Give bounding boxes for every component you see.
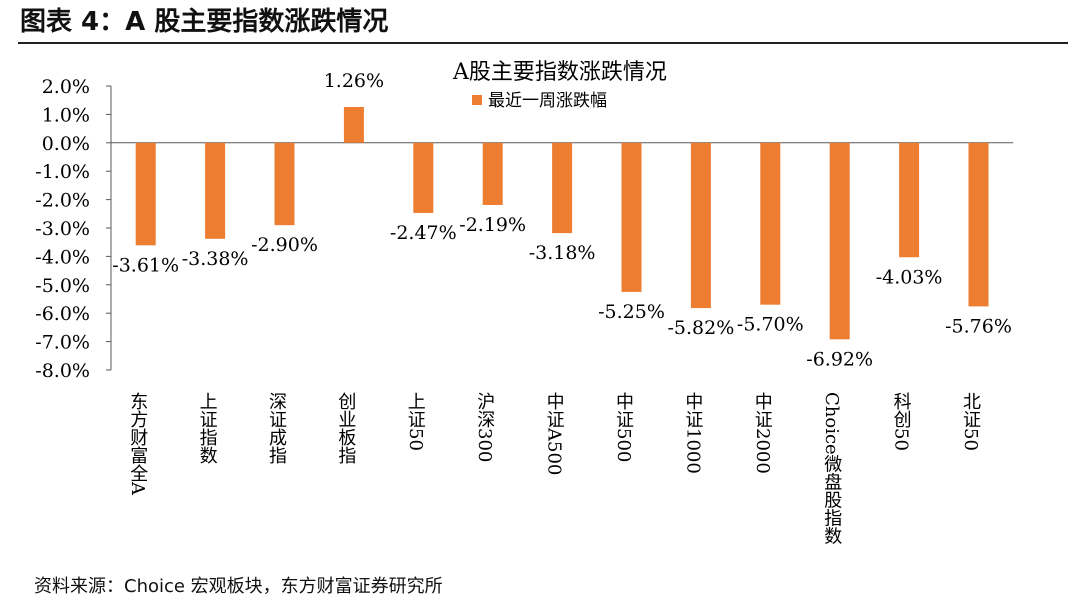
y-tick-label: -4.0%	[35, 246, 90, 268]
category-label-5: 上证50	[405, 392, 426, 451]
category-label-11: Choice微盘股指数	[821, 392, 842, 545]
category-label-8: 中证500	[613, 392, 634, 463]
bar-13	[968, 142, 989, 307]
data-label-13: -5.76%	[945, 315, 1012, 337]
y-tick-label: -7.0%	[35, 332, 90, 354]
y-tick-label: -6.0%	[35, 303, 90, 325]
bar-1	[135, 142, 156, 246]
bar-9	[690, 142, 711, 309]
category-label-2: 上证指数	[197, 392, 218, 464]
category-label-10: 中证2000	[752, 392, 773, 474]
legend-label: 最近一周涨跌幅	[488, 91, 607, 111]
category-label-4: 创业板指	[335, 392, 356, 465]
y-tick-label: -8.0%	[35, 360, 90, 382]
y-tick-label: 0.0%	[42, 133, 90, 155]
bar-2	[205, 142, 226, 239]
category-label-1: 东方财富全A	[127, 392, 148, 496]
bar-chart: A股主要指数涨跌情况 最近一周涨跌幅 2.0% 1.0% 0.0% -1.0% -2.0…	[35, 60, 1014, 545]
bar-12	[899, 142, 920, 258]
bar-10	[760, 142, 781, 305]
source-note: 资料来源：Choice 宏观板块，东方财富证券研究所	[34, 576, 443, 597]
y-tick-label: 2.0%	[42, 76, 90, 98]
data-label-10: -5.70%	[737, 314, 804, 336]
bar-3	[274, 142, 295, 226]
data-label-5: -2.47%	[390, 222, 457, 244]
category-label-12: 科创50	[891, 392, 912, 451]
data-label-9: -5.82%	[668, 317, 735, 339]
data-label-3: -2.90%	[251, 234, 318, 256]
figure-header: 图表 4：A 股主要指数涨跌情况	[20, 7, 389, 37]
legend-swatch	[472, 95, 482, 105]
category-label-6: 沪深300	[474, 392, 495, 463]
bar-7	[552, 142, 573, 234]
category-label-3: 深证成指	[266, 392, 287, 465]
data-label-1: -3.61%	[112, 254, 179, 276]
y-tick-label: 1.0%	[42, 104, 90, 126]
y-tick-label: -3.0%	[35, 218, 90, 240]
bar-6	[482, 142, 503, 205]
chart-title: A股主要指数涨跌情况	[452, 60, 667, 85]
data-label-7: -3.18%	[529, 242, 596, 264]
y-tick-label: -2.0%	[35, 190, 90, 212]
header-divider	[18, 42, 1068, 44]
data-label-2: -3.38%	[182, 248, 249, 270]
data-label-11: -6.92%	[806, 348, 873, 370]
y-tick-label: -5.0%	[35, 275, 90, 297]
data-label-4: 1.26%	[324, 70, 384, 92]
category-label-9: 中证1000	[682, 392, 703, 474]
bar-8	[621, 142, 642, 292]
bar-11	[829, 142, 850, 340]
data-label-8: -5.25%	[598, 301, 665, 323]
bar-5	[413, 142, 434, 213]
category-label-13: 北证50	[960, 392, 981, 451]
bar-4	[343, 107, 364, 143]
category-label-7: 中证A500	[544, 392, 565, 476]
data-label-12: -4.03%	[876, 266, 943, 288]
data-label-6: -2.19%	[459, 214, 526, 236]
y-tick-label: -1.0%	[35, 161, 90, 183]
